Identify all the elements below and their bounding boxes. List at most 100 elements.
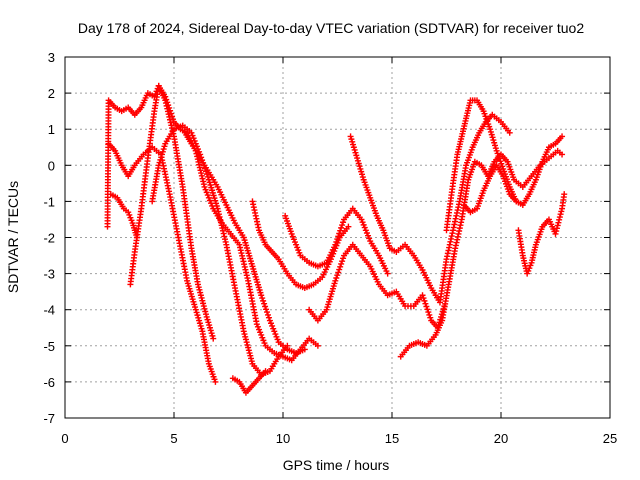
data-point — [332, 241, 339, 248]
data-point — [491, 139, 498, 146]
data-point — [351, 146, 358, 153]
data-point — [301, 346, 308, 353]
data-point — [492, 145, 499, 152]
series-track-15 — [460, 162, 520, 216]
data-point — [206, 197, 213, 204]
data-point — [358, 216, 365, 223]
data-point — [291, 239, 298, 246]
data-point — [159, 148, 166, 155]
data-point — [332, 277, 339, 284]
data-point — [199, 297, 206, 304]
data-point — [254, 323, 261, 330]
data-point — [423, 303, 430, 310]
data-point — [425, 309, 432, 316]
data-point — [245, 344, 252, 351]
data-point — [556, 214, 563, 221]
data-point — [261, 340, 268, 347]
data-point — [258, 331, 265, 338]
data-point — [242, 333, 249, 340]
data-point — [266, 317, 273, 324]
data-point — [352, 149, 359, 156]
x-tick-label: 0 — [61, 431, 68, 446]
data-point — [561, 191, 568, 198]
x-tick-label: 15 — [385, 431, 399, 446]
data-point — [347, 133, 354, 140]
data-point — [527, 262, 534, 269]
data-point — [210, 335, 217, 342]
data-point — [353, 152, 360, 159]
data-point — [127, 214, 134, 221]
data-point — [241, 331, 248, 338]
data-point — [212, 378, 219, 385]
data-point — [197, 289, 204, 296]
data-point — [201, 305, 208, 312]
data-point — [336, 230, 343, 237]
data-point — [201, 183, 208, 190]
data-point — [125, 209, 132, 216]
data-point — [338, 260, 345, 267]
data-point — [293, 241, 300, 248]
data-point — [264, 309, 271, 316]
x-tick-label: 25 — [603, 431, 617, 446]
data-point — [248, 355, 255, 362]
data-point — [203, 189, 210, 196]
data-point — [422, 300, 429, 307]
data-point — [190, 135, 197, 142]
data-point — [335, 233, 342, 240]
data-point — [420, 295, 427, 302]
data-point — [358, 168, 365, 175]
data-point — [349, 138, 356, 145]
data-point — [355, 160, 362, 167]
y-tick-label: -2 — [43, 231, 55, 246]
x-tick-label: 10 — [276, 431, 290, 446]
data-marks — [104, 82, 568, 396]
data-point — [200, 303, 207, 310]
x-tick-label: 5 — [170, 431, 177, 446]
data-point — [362, 227, 369, 234]
data-point — [197, 292, 204, 299]
data-point — [556, 216, 563, 223]
data-point — [354, 157, 361, 164]
data-point — [288, 230, 295, 237]
data-point — [524, 270, 531, 277]
data-point — [559, 151, 566, 158]
series-track-4 — [127, 82, 217, 342]
data-point — [271, 328, 278, 335]
data-point — [384, 270, 391, 277]
x-axis-label: GPS time / hours — [283, 457, 390, 473]
data-point — [345, 223, 352, 230]
data-point — [348, 136, 355, 143]
data-point — [340, 255, 347, 262]
data-point — [487, 128, 494, 135]
data-point — [363, 229, 370, 236]
data-point — [189, 132, 196, 139]
data-point — [242, 336, 249, 343]
data-point — [192, 306, 199, 313]
data-point — [206, 322, 213, 329]
data-point — [333, 275, 340, 282]
data-point — [427, 314, 434, 321]
data-point — [555, 219, 562, 226]
series-track-9 — [282, 205, 391, 277]
data-point — [294, 244, 301, 251]
chart-title: Day 178 of 2024, Sidereal Day-to-day VTE… — [78, 20, 585, 36]
data-point — [554, 222, 561, 229]
data-point — [274, 336, 281, 343]
data-point — [245, 347, 252, 354]
data-point — [193, 309, 200, 316]
data-point — [195, 284, 202, 291]
data-point — [421, 297, 428, 304]
data-point — [492, 142, 499, 149]
y-tick-label: -4 — [43, 303, 55, 318]
data-point — [339, 258, 346, 265]
data-point — [244, 341, 251, 348]
data-point — [557, 211, 564, 218]
data-point — [487, 126, 494, 133]
data-point — [337, 263, 344, 270]
data-point — [206, 324, 213, 331]
data-point — [246, 350, 253, 357]
y-axis-label: SDTVAR / TECUs — [5, 181, 21, 293]
data-point — [202, 186, 209, 193]
data-point — [203, 313, 210, 320]
